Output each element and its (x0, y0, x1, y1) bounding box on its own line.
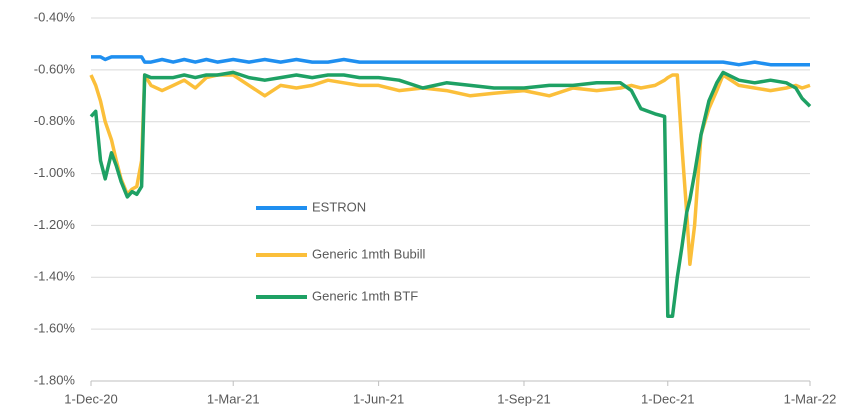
y-tick-label: -0.60% (34, 61, 76, 76)
series-line (91, 55, 810, 67)
series-line (89, 70, 812, 318)
x-tick-label: 1-Mar-21 (207, 391, 260, 406)
y-tick-label: -0.40% (34, 9, 76, 24)
y-tick-label: -1.60% (34, 321, 76, 336)
y-tick-label: -1.40% (34, 269, 76, 284)
legend-label: ESTRON (312, 199, 366, 214)
y-tick-label: -1.00% (34, 165, 76, 180)
x-tick-label: 1-Dec-21 (641, 391, 694, 406)
x-tick-label: 1-Sep-21 (497, 391, 550, 406)
x-tick-label: 1-Jun-21 (353, 391, 404, 406)
legend-label: Generic 1mth Bubill (312, 246, 426, 261)
legend-label: Generic 1mth BTF (312, 288, 418, 303)
x-tick-label: 1-Mar-22 (784, 391, 837, 406)
y-tick-label: -0.80% (34, 113, 76, 128)
series-line (89, 73, 811, 267)
y-tick-label: -1.80% (34, 372, 76, 387)
x-tick-label: 1-Dec-20 (64, 391, 117, 406)
y-tick-label: -1.20% (34, 217, 76, 232)
